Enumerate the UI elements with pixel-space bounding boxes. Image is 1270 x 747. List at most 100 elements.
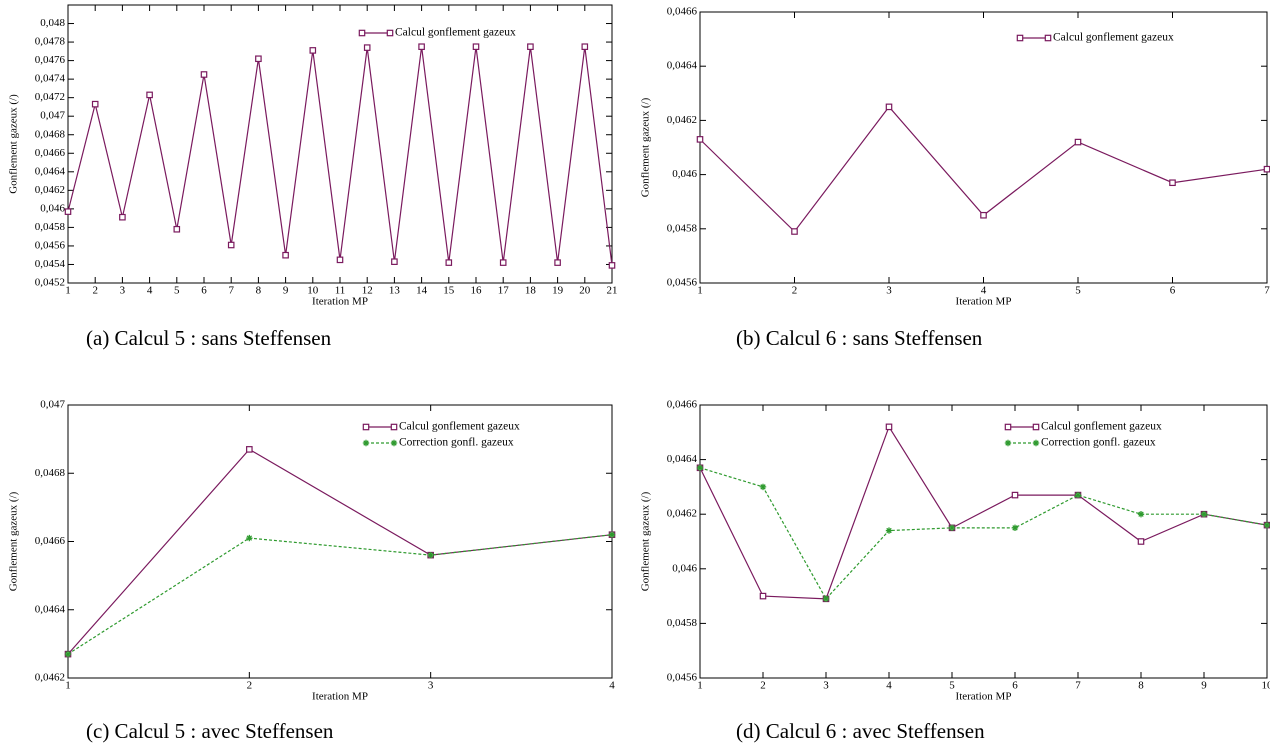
x-tick-label: 2 xyxy=(92,285,98,297)
x-tick-label: 1 xyxy=(697,680,703,692)
legend-marker xyxy=(390,439,398,447)
point-marker xyxy=(1074,138,1082,146)
x-tick-label: 4 xyxy=(147,285,153,297)
point-marker xyxy=(1169,179,1176,187)
point-marker xyxy=(427,551,434,559)
point-marker xyxy=(980,211,987,219)
x-tick-label: 9 xyxy=(1201,680,1207,692)
series-line xyxy=(699,425,1268,600)
legend-marker xyxy=(1044,34,1052,42)
x-tick-label: 4 xyxy=(609,680,615,692)
point-marker xyxy=(1263,521,1270,529)
point-marker xyxy=(255,55,262,63)
point-marker xyxy=(119,213,126,221)
point-marker xyxy=(472,43,480,51)
point-marker xyxy=(173,225,181,233)
x-axis-label: Iteration MP xyxy=(956,296,1012,308)
x-tick-label: 1 xyxy=(697,285,703,297)
y-tick-label: 0,0474 xyxy=(35,73,66,85)
legend-marker xyxy=(386,29,394,37)
y-axis-label: Gonflement gazeux (/) xyxy=(8,94,20,194)
point-marker xyxy=(1074,491,1082,499)
caption: (a) Calcul 5 : sans Steffensen xyxy=(86,326,332,350)
point-marker xyxy=(696,464,704,471)
x-tick-label: 2 xyxy=(760,680,766,692)
x-tick-label: 5 xyxy=(949,680,955,692)
legend-marker xyxy=(390,423,398,431)
x-tick-label: 5 xyxy=(1075,285,1081,297)
x-axis-label: Iteration MP xyxy=(312,691,368,703)
y-axis-label: Gonflement gazeux (/) xyxy=(640,97,652,197)
point-marker xyxy=(200,71,208,78)
point-marker xyxy=(227,241,235,249)
point-marker xyxy=(822,595,830,603)
x-axis-label: Iteration MP xyxy=(956,691,1012,703)
x-tick-label: 12 xyxy=(362,285,373,297)
y-tick-label: 0,0456 xyxy=(667,277,698,289)
y-tick-label: 0,0462 xyxy=(35,672,65,684)
plot-frame xyxy=(699,11,1268,284)
point-marker xyxy=(608,262,616,269)
y-tick-label: 0,046 xyxy=(40,202,65,214)
x-tick-label: 18 xyxy=(525,285,537,297)
y-tick-label: 0,0464 xyxy=(667,453,698,465)
point-marker xyxy=(791,228,798,235)
point-marker xyxy=(527,43,534,51)
y-tick-label: 0,0458 xyxy=(667,222,698,234)
y-tick-label: 0,0456 xyxy=(35,239,66,251)
legend-label: Correction gonfl. gazeux xyxy=(1041,437,1156,449)
point-marker xyxy=(885,103,893,111)
point-marker xyxy=(309,47,317,54)
point-marker xyxy=(64,650,72,658)
y-tick-label: 0,0468 xyxy=(35,467,66,479)
x-tick-label: 8 xyxy=(256,285,262,297)
y-tick-label: 0,047 xyxy=(40,399,65,411)
legend-label: Calcul gonflement gazeux xyxy=(1053,32,1174,44)
point-marker xyxy=(246,446,253,453)
y-tick-label: 0,048 xyxy=(40,17,65,29)
x-tick-label: 3 xyxy=(886,285,892,297)
point-marker xyxy=(1011,491,1019,499)
point-marker xyxy=(581,43,589,51)
x-tick-label: 2 xyxy=(247,680,253,692)
x-tick-label: 9 xyxy=(283,285,289,297)
y-axis-label: Gonflement gazeux (/) xyxy=(640,491,652,591)
chart-panel: 0,0456 0,0458 0,046 0,0462 0,0464 0,0466 1 2 3 4 5… xyxy=(640,6,1270,350)
caption: (d) Calcul 6 : avec Steffensen xyxy=(736,719,985,743)
x-tick-label: 4 xyxy=(886,680,892,692)
x-tick-label: 13 xyxy=(389,285,401,297)
y-tick-label: 0,0464 xyxy=(35,603,66,615)
chart-panel: 0,0452 0,0454 0,0456 0,0458 0,046 0,0462 0,046… xyxy=(8,4,618,350)
y-tick-label: 0,0466 xyxy=(667,399,698,411)
x-tick-label: 2 xyxy=(792,285,798,297)
y-tick-label: 0,0452 xyxy=(35,277,65,289)
x-tick-label: 10 xyxy=(1262,680,1270,692)
caption: (c) Calcul 5 : avec Steffensen xyxy=(86,719,334,743)
legend-marker xyxy=(362,439,370,447)
point-marker xyxy=(1263,165,1270,173)
y-tick-label: 0,047 xyxy=(40,110,65,122)
x-tick-label: 14 xyxy=(416,285,428,297)
legend-label: Calcul gonflement gazeux xyxy=(1041,421,1162,433)
point-marker xyxy=(499,259,507,266)
y-tick-label: 0,0472 xyxy=(35,91,65,103)
y-tick-label: 0,0458 xyxy=(667,617,698,629)
x-tick-label: 19 xyxy=(552,285,564,297)
legend-marker xyxy=(358,29,366,37)
plot-frame xyxy=(67,404,613,679)
x-tick-label: 3 xyxy=(823,680,829,692)
y-tick-label: 0,0466 xyxy=(667,6,698,18)
legend-marker xyxy=(1004,439,1012,447)
y-tick-label: 0,0466 xyxy=(35,535,66,547)
y-axis-label: Gonflement gazeux (/) xyxy=(8,491,20,591)
legend-marker xyxy=(1032,439,1040,447)
point-marker xyxy=(759,592,767,600)
legend-label: Correction gonfl. gazeux xyxy=(399,437,514,449)
y-tick-label: 0,0478 xyxy=(35,36,66,48)
y-tick-label: 0,0464 xyxy=(667,60,698,72)
point-marker xyxy=(885,423,893,431)
x-tick-label: 4 xyxy=(981,285,987,297)
point-marker xyxy=(445,259,453,266)
point-marker xyxy=(885,527,893,534)
